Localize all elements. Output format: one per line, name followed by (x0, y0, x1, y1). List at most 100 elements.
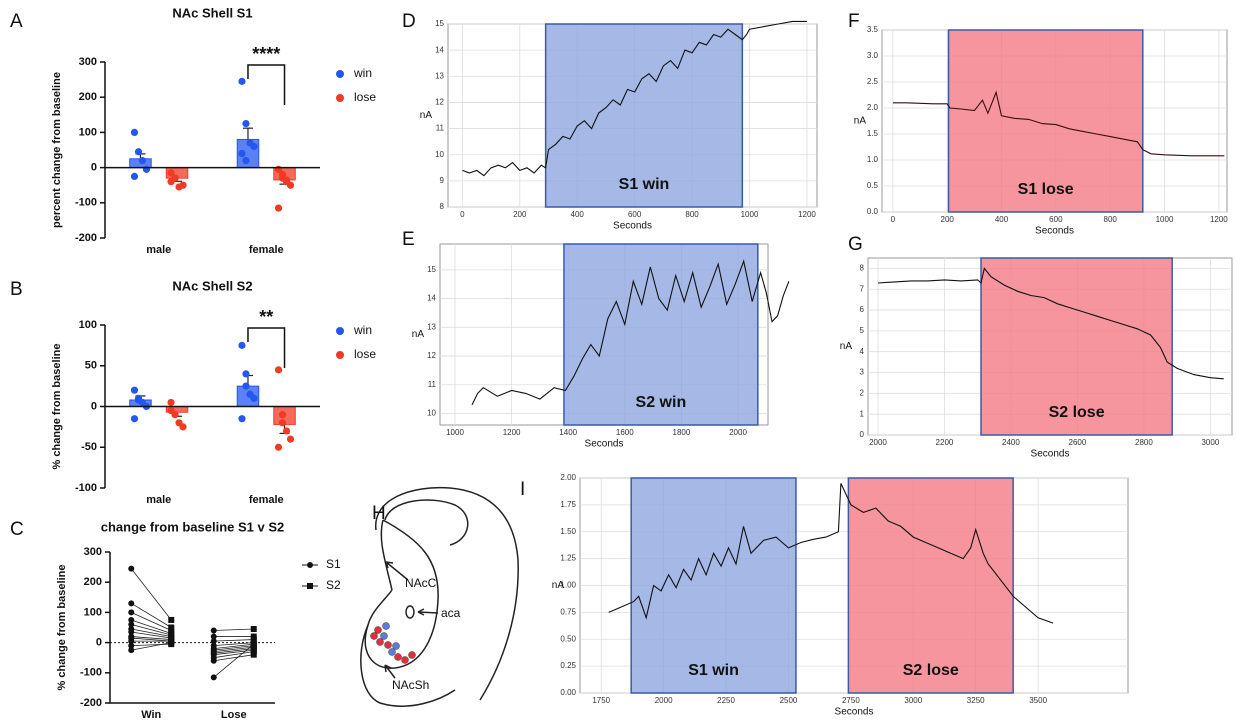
trace (877, 267, 1224, 380)
y-tick-label: 200 (84, 576, 102, 588)
legend-label: lose (354, 90, 376, 104)
x-tick-label: 1000 (741, 210, 759, 219)
data-point (128, 642, 135, 649)
x-tick-label: 1000 (1156, 215, 1174, 224)
arrow (385, 561, 409, 581)
region-label: aca (441, 606, 461, 620)
y-tick-label: 100 (84, 606, 102, 618)
x-tick-label: 2200 (936, 438, 954, 447)
y-tick-label: 13 (435, 71, 444, 80)
y-tick-label: 0 (91, 162, 97, 174)
y-tick-label: 14 (427, 294, 436, 303)
y-axis-label: nA (412, 329, 425, 340)
arrow (384, 664, 396, 679)
y-tick-label: 3.5 (867, 25, 879, 34)
data-point (171, 174, 179, 182)
data-point (242, 120, 250, 128)
x-tick-label: 0 (460, 210, 465, 219)
y-tick-label: 2.00 (560, 473, 576, 482)
trace (471, 259, 790, 406)
y-tick-label: 100 (79, 319, 97, 331)
y-tick-label: 5 (860, 326, 865, 335)
cell-dot (388, 648, 396, 656)
y-tick-label: -200 (75, 232, 97, 244)
legend-marker (307, 562, 313, 568)
legend-label: lose (354, 347, 376, 361)
pair-line (130, 568, 172, 621)
data-point (134, 148, 143, 156)
legend-marker (336, 94, 344, 102)
y-tick-label: 1.00 (560, 581, 576, 590)
x-tick-label: 1200 (798, 210, 816, 219)
x-tick-label: male (146, 244, 171, 256)
x-tick-label: 1200 (1210, 215, 1228, 224)
pair-line (131, 619, 172, 634)
cell-dot (392, 642, 400, 650)
cell-dot (394, 653, 402, 661)
y-tick-label: 1 (860, 409, 865, 418)
y-tick-label: 6 (860, 305, 865, 314)
data-point (128, 565, 135, 572)
x-tick-label: 200 (941, 215, 955, 224)
y-tick-label: 0.5 (867, 181, 879, 190)
y-axis-label: nA (840, 341, 853, 352)
x-tick-label: 2000 (729, 428, 747, 437)
legend-label: S2 (326, 578, 341, 592)
pair-line (131, 602, 172, 628)
legend-label: S1 (326, 557, 341, 571)
y-tick-label: 0 (96, 637, 102, 649)
data-point (171, 411, 179, 419)
cell-dot (384, 641, 392, 649)
data-point (128, 638, 135, 645)
region-label: NAcC (405, 576, 437, 590)
x-tick-label: 2750 (842, 696, 860, 705)
cell-markers (370, 622, 416, 664)
data-point (168, 639, 175, 646)
trace (608, 483, 1054, 624)
y-tick-label: 1.0 (867, 155, 879, 164)
y-tick-label: 1.5 (867, 129, 879, 138)
y-tick-label: 0 (91, 400, 97, 412)
data-point (128, 616, 135, 623)
data-point (128, 629, 135, 636)
data-point (130, 386, 139, 394)
data-point (238, 415, 246, 423)
y-tick-label: 10 (435, 150, 444, 159)
y-tick-label: 3 (860, 368, 865, 377)
x-tick-label: male (146, 494, 171, 506)
data-point (250, 626, 257, 633)
x-tick-label: 1600 (616, 428, 634, 437)
shaded-region (544, 23, 744, 208)
y-tick-label: 0.0 (867, 207, 879, 216)
significance-label: ** (259, 307, 273, 327)
x-axis-label: Seconds (1031, 449, 1070, 460)
data-point (238, 77, 246, 85)
panel-letter: D (402, 11, 416, 32)
pair-line (131, 637, 172, 642)
data-point (179, 181, 187, 189)
data-point (210, 633, 217, 640)
panel-letter: C (10, 519, 24, 540)
data-point (128, 600, 135, 607)
trace (462, 20, 807, 177)
inner-contour (384, 499, 469, 546)
significance-bracket (247, 64, 286, 105)
legend-label: win (353, 323, 372, 337)
pair-line (131, 628, 172, 637)
x-tick-label: 1750 (592, 696, 610, 705)
y-tick-label: 0.50 (560, 634, 576, 643)
pair-line (213, 642, 254, 647)
y-tick-label: 8 (860, 264, 865, 273)
data-point (286, 181, 295, 189)
region-label: S1 win (688, 662, 739, 679)
y-tick-label: -100 (80, 667, 102, 679)
y-tick-label: 0.25 (560, 661, 576, 670)
x-axis-label: Seconds (1035, 226, 1074, 237)
data-point (167, 169, 175, 177)
pair-line (131, 643, 172, 647)
y-axis-label: nA (420, 110, 433, 121)
y-tick-label: 9 (440, 176, 445, 185)
y-tick-label: 4 (860, 347, 865, 356)
pair-line (213, 654, 254, 662)
data-point (250, 636, 257, 643)
